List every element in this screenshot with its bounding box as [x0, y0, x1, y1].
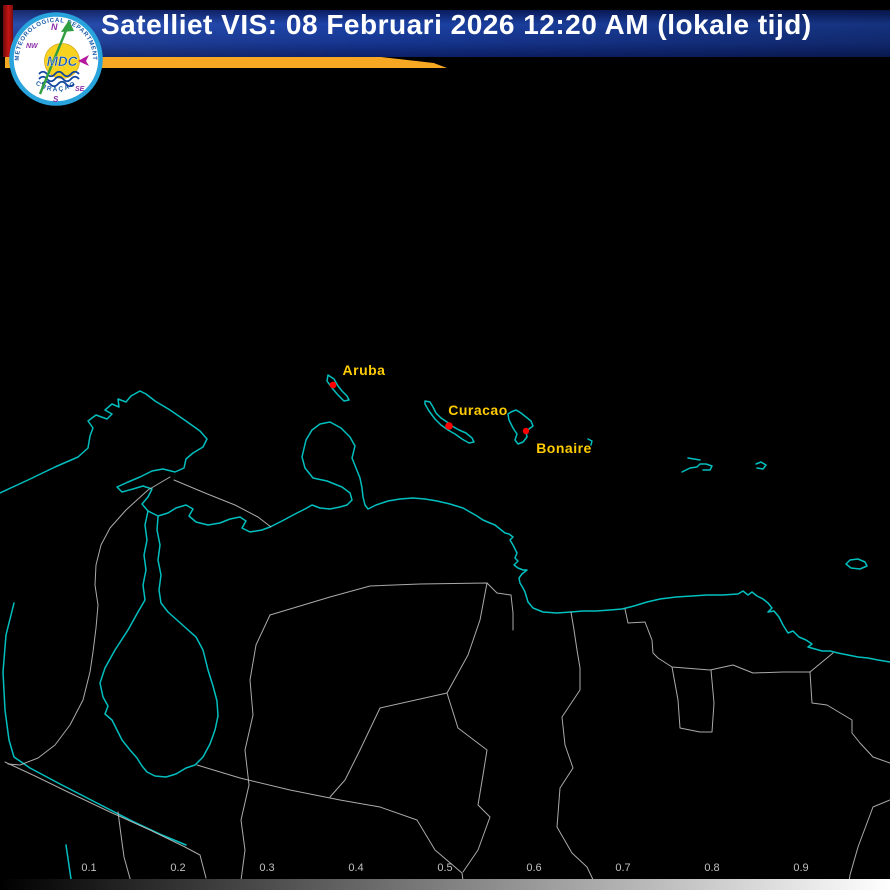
island-klein-bonaire-outline	[587, 438, 593, 446]
coastline-colombia-branch	[65, 844, 72, 880]
border-falcon-west	[239, 614, 271, 889]
coastline-colombia	[2, 602, 187, 846]
islands-las-aves-outline	[681, 457, 713, 473]
island-marker-aruba	[329, 381, 337, 389]
mdc-logo: METEOROLOGICAL DEPARTMENT CURAÇAO NW N S…	[9, 12, 103, 106]
border-carabobo	[556, 611, 598, 889]
island-la-tortuga-outline	[845, 558, 868, 570]
border-gulf-south	[173, 479, 272, 528]
lake-maracaibo	[99, 510, 219, 778]
island-bonaire-outline	[507, 409, 534, 445]
island-marker-bonaire	[522, 427, 530, 435]
title-bar-shade	[13, 10, 890, 57]
border-southeast-corner	[847, 799, 890, 889]
logo-compass-arrow-shaft	[38, 27, 69, 95]
border-aragua-miranda	[624, 608, 834, 674]
colorbar-tick-1: 0.1	[81, 862, 96, 874]
border-falcon-lara	[269, 582, 514, 631]
page-title: Satelliet VIS: 08 Februari 2026 12:20 AM…	[101, 9, 812, 40]
colorbar-tick-5: 0.5	[437, 862, 452, 874]
island-label-bonaire: Bonaire	[536, 440, 592, 456]
colorbar-gradient	[0, 879, 890, 890]
title-bar	[13, 10, 890, 57]
island-marker-curacao	[445, 422, 453, 430]
border-anzoategui	[809, 671, 890, 764]
logo-compass-nw: NW	[26, 43, 39, 50]
island-aruba-outline	[326, 374, 350, 402]
colorbar-tick-6: 0.6	[526, 862, 541, 874]
colorbar-tick-3: 0.3	[259, 862, 274, 874]
orange-stripe	[5, 57, 447, 68]
red-ribbon	[3, 5, 13, 57]
colorbar-tick-4: 0.4	[348, 862, 363, 874]
logo-wind-pointer	[78, 55, 89, 66]
colorbar-tick-9: 0.9	[793, 862, 808, 874]
island-curacao-outline	[424, 400, 475, 444]
border-miranda-south	[671, 666, 715, 733]
border-portuguesa	[446, 692, 491, 873]
colorbar-tick-7: 0.7	[615, 862, 630, 874]
island-label-aruba: Aruba	[343, 362, 386, 378]
logo-compass-arrow-head	[61, 20, 74, 32]
border-southwest-diagonal	[4, 761, 207, 879]
border-lara-yaracuy	[329, 582, 488, 798]
logo-compass-se: SE	[75, 86, 85, 93]
border-branch-lower-left	[117, 811, 132, 883]
logo-compass-n: N	[51, 22, 58, 32]
island-label-curacao: Curacao	[448, 402, 508, 418]
coastline-mainland	[0, 390, 890, 663]
border-lake-southeast	[196, 764, 465, 889]
islands-los-roques-outline	[755, 461, 767, 470]
colorbar-tick-2: 0.2	[170, 862, 185, 874]
logo-center-text: MDC	[47, 54, 78, 69]
colorbar-tick-8: 0.8	[704, 862, 719, 874]
border-colombia-venezuela	[7, 476, 171, 766]
logo-compass-s: S	[53, 95, 59, 104]
